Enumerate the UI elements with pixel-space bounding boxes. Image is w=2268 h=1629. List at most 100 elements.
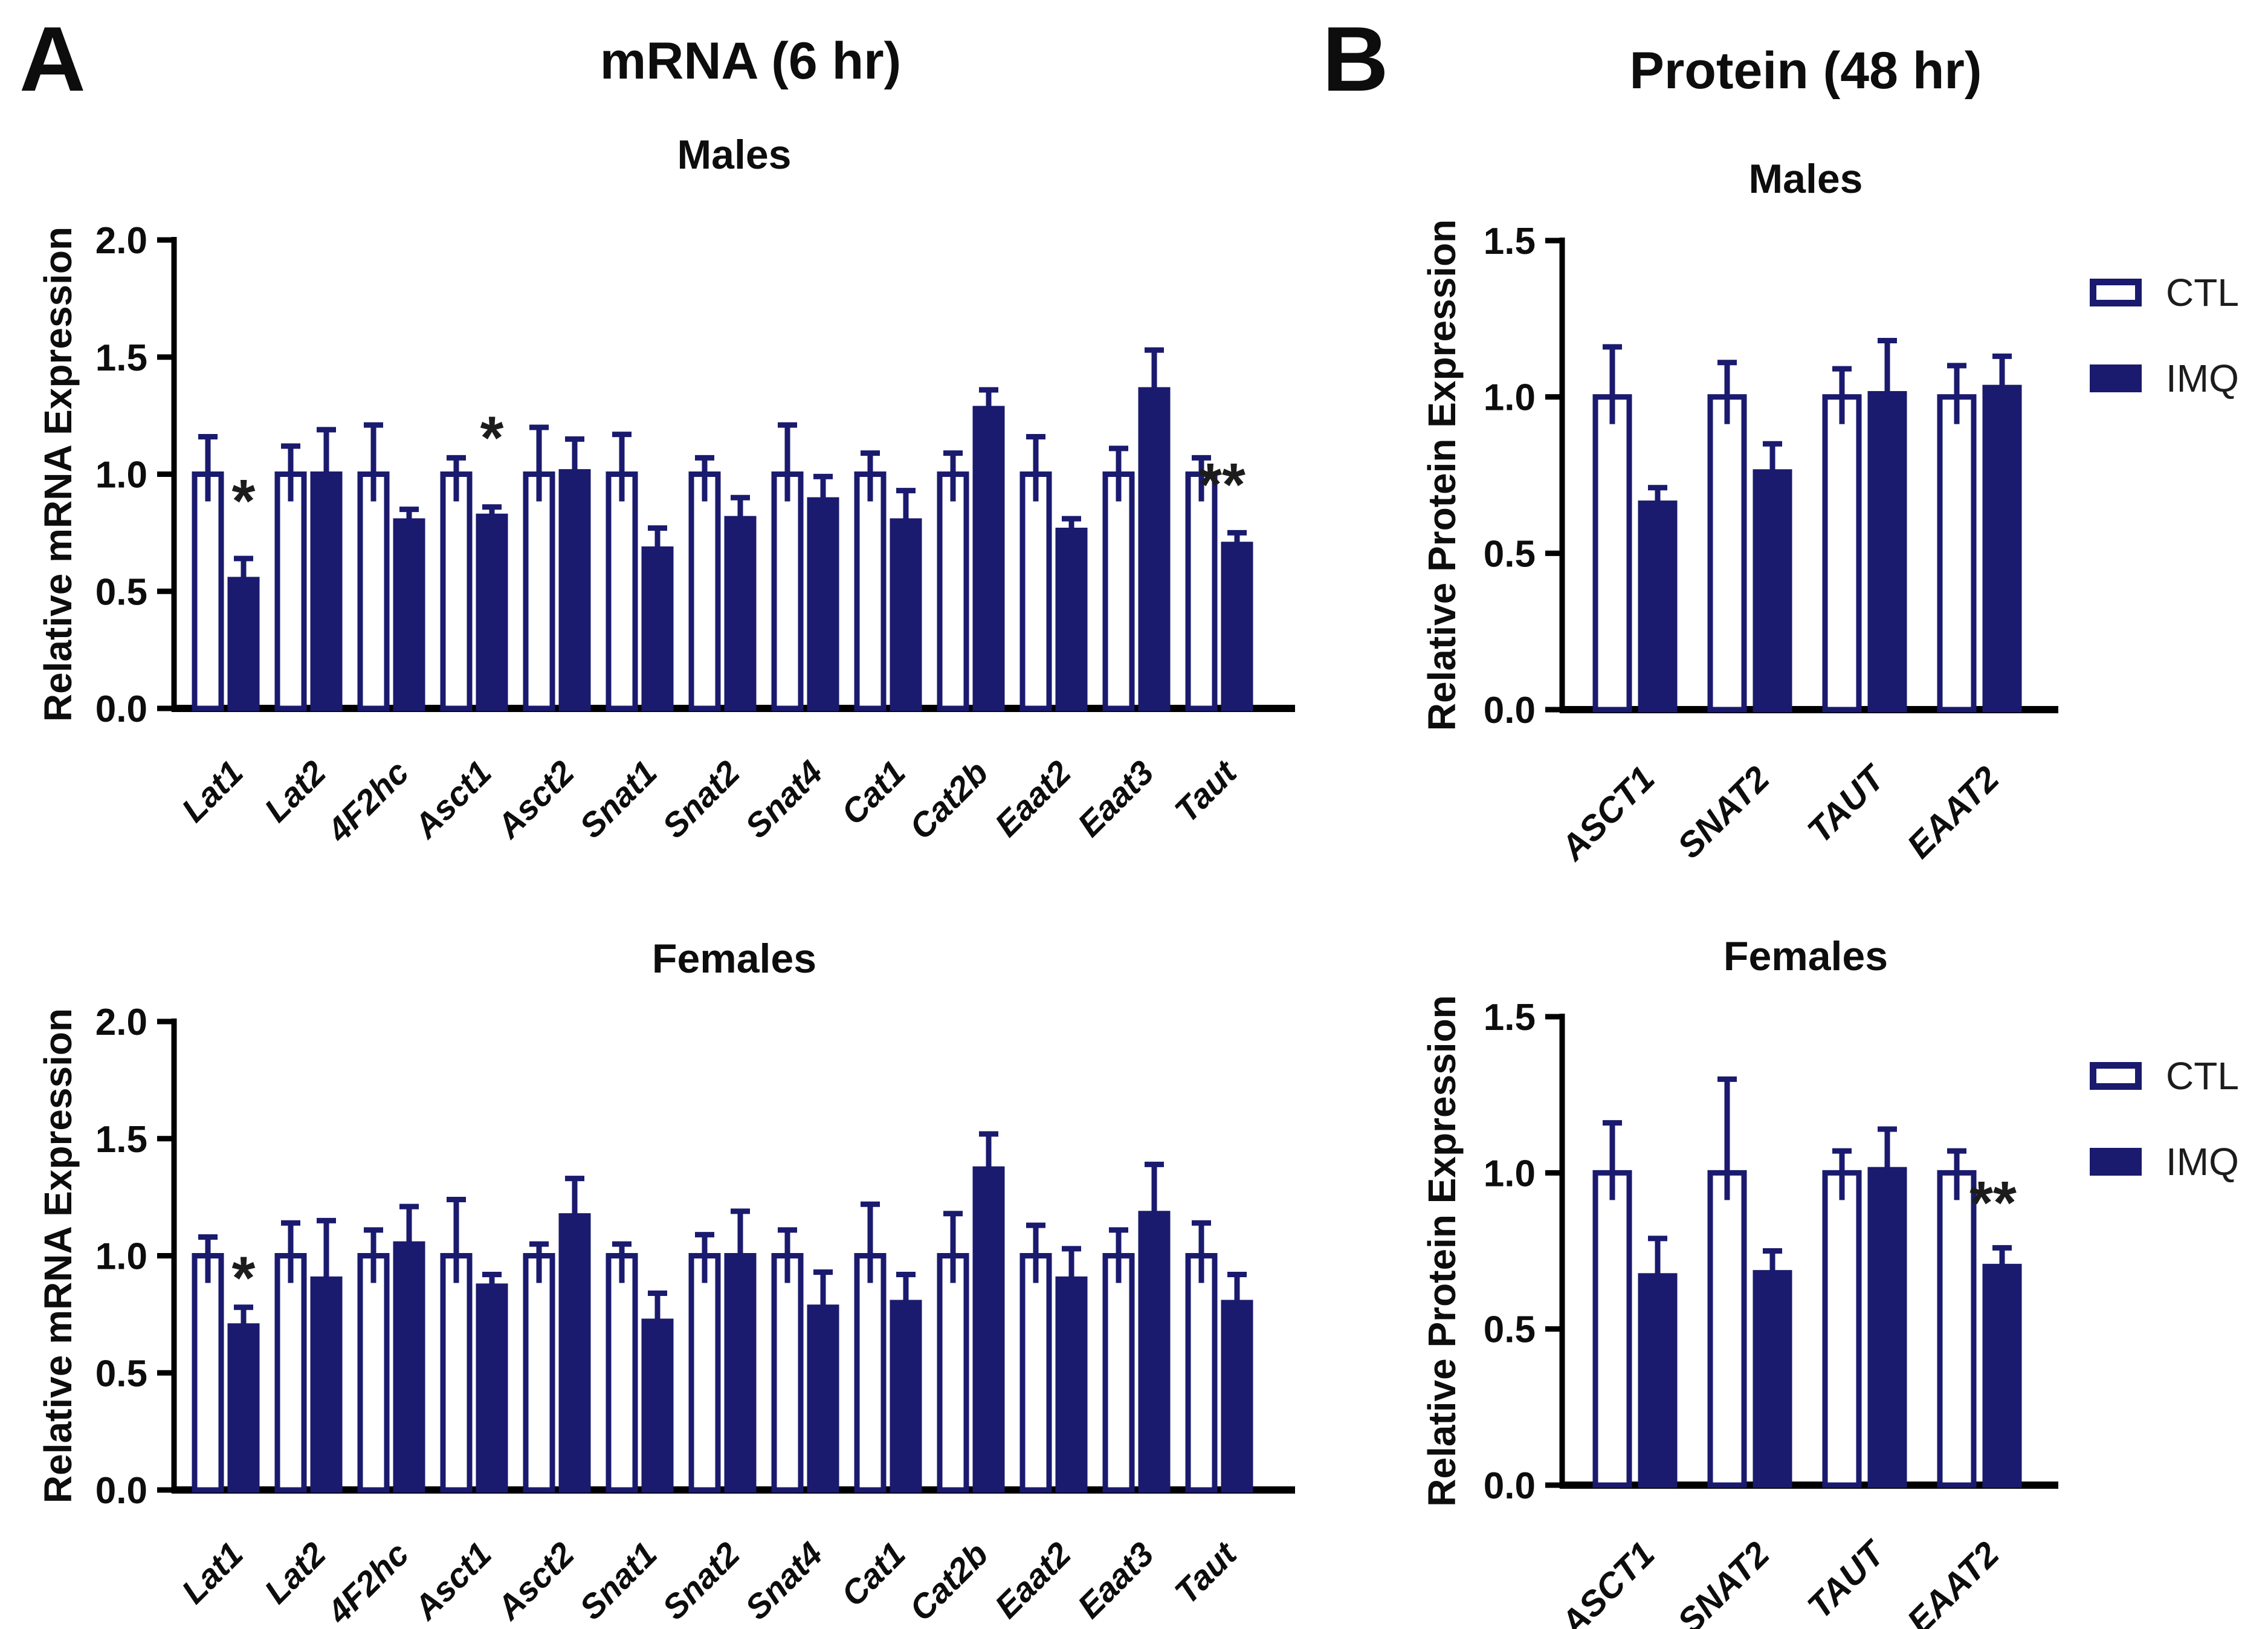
- ctl-swatch-icon: [2090, 279, 2142, 306]
- x-category-label: Lat1: [174, 1535, 250, 1611]
- y-tick-label: 0.5: [95, 571, 147, 613]
- x-category-label: Asct1: [405, 1535, 499, 1628]
- y-tick-label: 1.0: [1484, 377, 1536, 419]
- bar-imq-snat2: [1753, 469, 1792, 713]
- bar-ctl-eaat2: [1019, 471, 1052, 711]
- bar-ctl-eaat2: [1019, 1253, 1052, 1493]
- legend-item-ctl: CTL: [2090, 273, 2239, 312]
- bar-ctl-taut: [1185, 471, 1218, 711]
- x-category-label: Snat1: [572, 753, 664, 845]
- bar-imq-4f2hc: [393, 1241, 425, 1493]
- bar-ctl-cat1: [854, 471, 887, 711]
- bar-imq-snat1: [641, 1318, 674, 1493]
- significance-asterisk: **: [1969, 1169, 2017, 1237]
- y-axis-label: Relative Protein Expression: [1420, 995, 1464, 1507]
- y-tick-label: 1.0: [95, 1236, 147, 1278]
- bar-ctl-asct1: [1592, 394, 1632, 713]
- legend-label-ctl: CTL: [2166, 271, 2239, 314]
- bar-ctl-snat4: [771, 1253, 804, 1493]
- x-category-label: Asct2: [488, 753, 581, 846]
- bar-imq-cat1: [890, 1300, 922, 1493]
- bar-ctl-asct1: [440, 1253, 473, 1493]
- ctl-swatch-icon: [2090, 1062, 2142, 1090]
- y-tick-label: 1.5: [1484, 997, 1536, 1038]
- y-tick-label: 0.0: [95, 1470, 147, 1512]
- bar-imq-eaat2: [1982, 1263, 2022, 1488]
- legend-label-ctl: CTL: [2166, 1054, 2239, 1098]
- bar-imq-lat2: [310, 1276, 343, 1493]
- bar-ctl-lat2: [274, 471, 307, 711]
- subtitle-mrna-females: Females: [651, 936, 817, 982]
- x-category-label: SNAT2: [1670, 759, 1777, 866]
- bar-imq-asct1: [476, 513, 508, 711]
- y-tick-label: 2.0: [95, 1002, 147, 1043]
- bar-ctl-eaat2: [1937, 394, 1977, 713]
- bar-imq-lat2: [310, 471, 343, 711]
- y-tick-label: 0.5: [1484, 533, 1536, 575]
- bar-imq-eaat3: [1138, 1211, 1171, 1493]
- x-category-label: 4F2hc: [319, 753, 416, 850]
- bar-ctl-asct1: [440, 471, 473, 711]
- legend-item-imq: IMQ: [2090, 359, 2239, 398]
- bar-imq-cat1: [890, 518, 922, 711]
- x-category-label: EAAT2: [1899, 759, 2006, 866]
- bar-ctl-snat2: [688, 1253, 721, 1493]
- imq-swatch-icon: [2090, 1148, 2142, 1176]
- y-axis-label: Relative mRNA Expression: [36, 227, 80, 722]
- bar-imq-eaat2: [1982, 384, 2022, 713]
- bar-ctl-snat2: [688, 471, 721, 711]
- x-category-label: Taut: [1167, 1533, 1244, 1611]
- x-category-label: Eaat3: [1070, 753, 1161, 844]
- panel-title-protein: Protein (48 hr): [1629, 42, 1982, 100]
- bar-imq-snat2: [724, 1253, 757, 1493]
- x-category-label: Eaat2: [987, 1535, 1078, 1625]
- x-category-label: Snat4: [738, 753, 830, 845]
- chart-protein-females: 0.0 0.5 1.0 1.5 Relative Protein Expression A…: [1420, 995, 2058, 1629]
- x-category-label: Taut: [1167, 752, 1244, 829]
- imq-swatch-icon: [2090, 364, 2142, 392]
- bar-ctl-taut: [1822, 1170, 1862, 1488]
- bar-imq-snat2: [724, 516, 757, 711]
- bar-ctl-asct2: [523, 471, 555, 711]
- significance-asterisk: *: [232, 1244, 256, 1312]
- subtitle-protein-females: Females: [1723, 933, 1888, 979]
- x-category-label: Lat2: [257, 753, 333, 829]
- bar-ctl-eaat3: [1102, 471, 1135, 711]
- panel-letter-b: B: [1322, 8, 1389, 111]
- y-tick-label: 1.0: [1484, 1153, 1536, 1194]
- y-tick-label: 0.0: [95, 688, 147, 730]
- bar-imq-asct2: [558, 1213, 591, 1493]
- bar-ctl-asct2: [523, 1253, 555, 1493]
- panel-title-mrna: mRNA (6 hr): [599, 32, 902, 90]
- bar-ctl-cat1: [854, 1253, 887, 1493]
- legend-item-imq: IMQ: [2090, 1142, 2239, 1181]
- y-tick-label: 0.5: [1484, 1309, 1536, 1351]
- bar-ctl-taut: [1822, 394, 1862, 713]
- y-tick-label: 1.5: [1484, 221, 1536, 262]
- x-category-label: Asct1: [405, 753, 499, 846]
- x-category-label: Snat4: [738, 1535, 830, 1627]
- x-category-label: Asct2: [488, 1535, 581, 1628]
- x-category-label: Cat2b: [902, 753, 995, 847]
- bar-ctl-snat2: [1707, 1170, 1747, 1488]
- bar-ctl-snat1: [606, 1253, 638, 1493]
- bar-imq-asct1: [476, 1283, 508, 1493]
- bar-imq-snat4: [807, 497, 839, 711]
- chart-protein-males: 0.0 0.5 1.0 1.5 Relative Protein Expression A…: [1420, 219, 2058, 869]
- x-category-label: Cat1: [834, 1535, 913, 1613]
- bar-ctl-cat2b: [937, 1253, 969, 1493]
- legend-label-imq: IMQ: [2166, 357, 2239, 400]
- y-tick-label: 1.0: [95, 455, 147, 496]
- x-category-label: Lat1: [174, 753, 250, 829]
- x-category-label: TAUT: [1800, 1532, 1893, 1626]
- significance-asterisk: *: [480, 404, 504, 471]
- bar-ctl-cat2b: [937, 471, 969, 711]
- x-category-label: Cat2b: [902, 1535, 995, 1628]
- x-category-label: SNAT2: [1670, 1534, 1777, 1629]
- legend-label-imq: IMQ: [2166, 1140, 2239, 1184]
- x-category-label: Eaat3: [1070, 1535, 1161, 1625]
- bar-imq-eaat2: [1055, 1276, 1088, 1493]
- significance-asterisk: *: [232, 467, 256, 535]
- y-tick-label: 0.0: [1484, 690, 1536, 731]
- x-category-label: ASCT1: [1552, 759, 1662, 869]
